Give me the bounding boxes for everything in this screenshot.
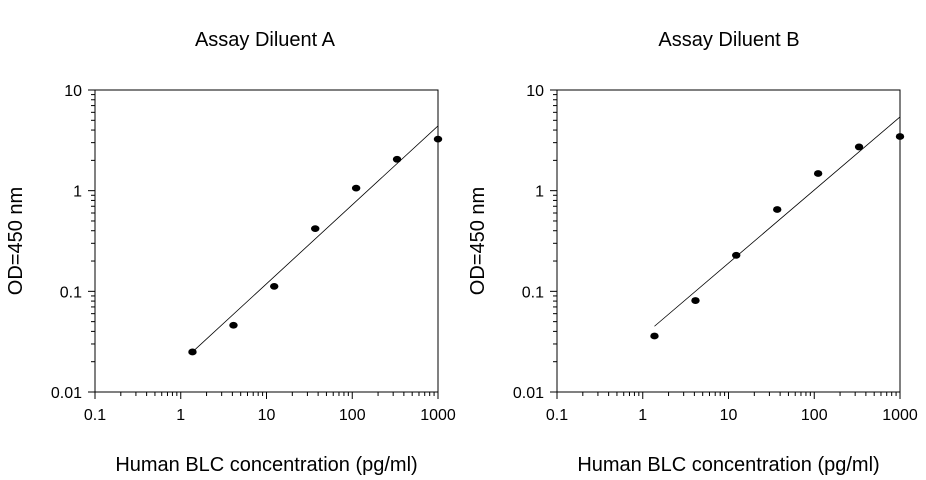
y-axis-label: OD=450 nm <box>467 187 489 295</box>
y-tick-label: 0.1 <box>60 284 82 301</box>
data-point <box>229 321 238 329</box>
data-point <box>433 135 443 143</box>
x-tick-label: 100 <box>801 407 828 424</box>
y-tick-label: 1 <box>73 184 82 201</box>
data-point <box>311 225 320 232</box>
y-tick-label: 1 <box>535 184 544 201</box>
data-point <box>732 251 741 259</box>
chart-title: Assay Diluent A <box>195 29 336 51</box>
data-point <box>392 155 402 163</box>
x-tick-label: 100 <box>339 407 366 424</box>
data-point <box>854 143 864 151</box>
regression-line <box>192 125 439 353</box>
x-tick-label: 10 <box>258 407 276 424</box>
chart-panel-b: Assay Diluent B0.1 1 10 100 10000.010.1110Hu… <box>467 29 918 476</box>
y-axis-label: OD=450 nm <box>5 187 27 295</box>
x-axis-label: Human BLC concentration (pg/ml) <box>577 454 879 476</box>
plot-frame <box>556 89 901 393</box>
data-point <box>773 206 782 213</box>
y-tick-label: 0.01 <box>51 385 82 402</box>
x-tick-label: 1000 <box>420 407 456 424</box>
plot-frame <box>94 89 439 393</box>
x-axis-label: Human BLC concentration (pg/ml) <box>115 454 417 476</box>
y-tick-label: 10 <box>64 83 82 100</box>
y-tick-label: 0.1 <box>522 284 544 301</box>
y-tick-label: 10 <box>526 83 544 100</box>
y-tick-label: 0.01 <box>513 385 544 402</box>
data-point <box>813 170 823 177</box>
data-point <box>691 297 700 304</box>
x-tick-label: 10 <box>720 407 738 424</box>
data-point <box>351 184 361 192</box>
data-point <box>188 348 197 356</box>
regression-line <box>654 116 901 327</box>
data-point <box>650 332 659 340</box>
chart-panel-a: Assay Diluent A0.1 1 10 100 10000.010.1110Hu… <box>5 29 456 476</box>
chart-title: Assay Diluent B <box>658 29 799 51</box>
x-tick-label: 0.1 <box>84 407 106 424</box>
x-tick-label: 1 <box>176 407 185 424</box>
x-tick-label: 1000 <box>882 407 918 424</box>
x-tick-label: 0.1 <box>546 407 568 424</box>
data-point <box>895 133 905 140</box>
x-tick-label: 1 <box>638 407 647 424</box>
data-point <box>270 282 279 290</box>
